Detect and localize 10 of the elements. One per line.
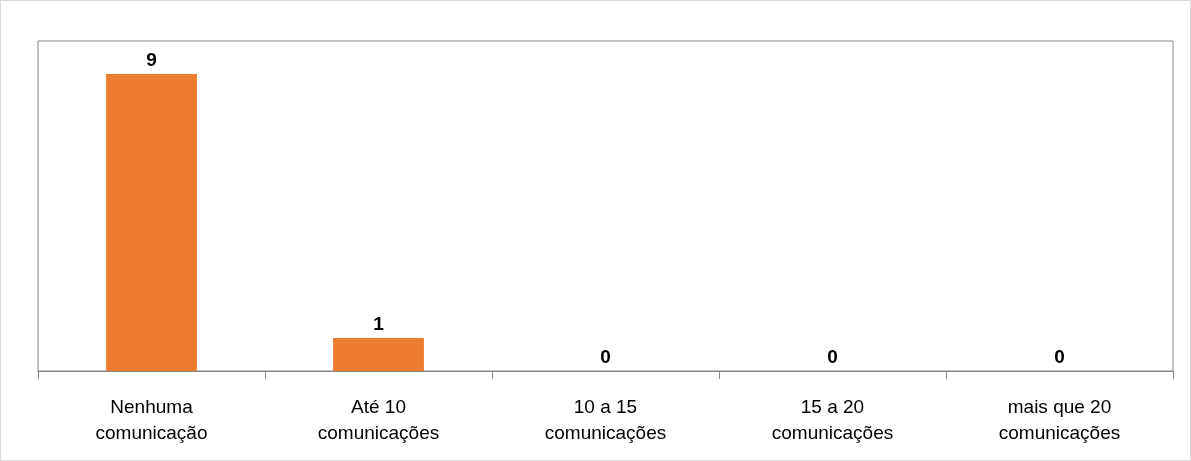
x-tick-label: Até 10 comunicações xyxy=(317,395,440,443)
data-label: 0 xyxy=(600,346,611,367)
x-tick-label: Nenhuma comunicação xyxy=(95,395,208,443)
x-tick-label: mais que 20 comunicações xyxy=(998,395,1121,443)
data-label: 0 xyxy=(827,346,838,367)
x-tick-label: 10 a 15 comunicações xyxy=(544,395,667,443)
x-tick-label: 15 a 20 comunicações xyxy=(771,395,894,443)
data-label: 0 xyxy=(1054,346,1065,367)
data-label: 9 xyxy=(146,49,157,70)
data-label: 1 xyxy=(373,313,385,334)
